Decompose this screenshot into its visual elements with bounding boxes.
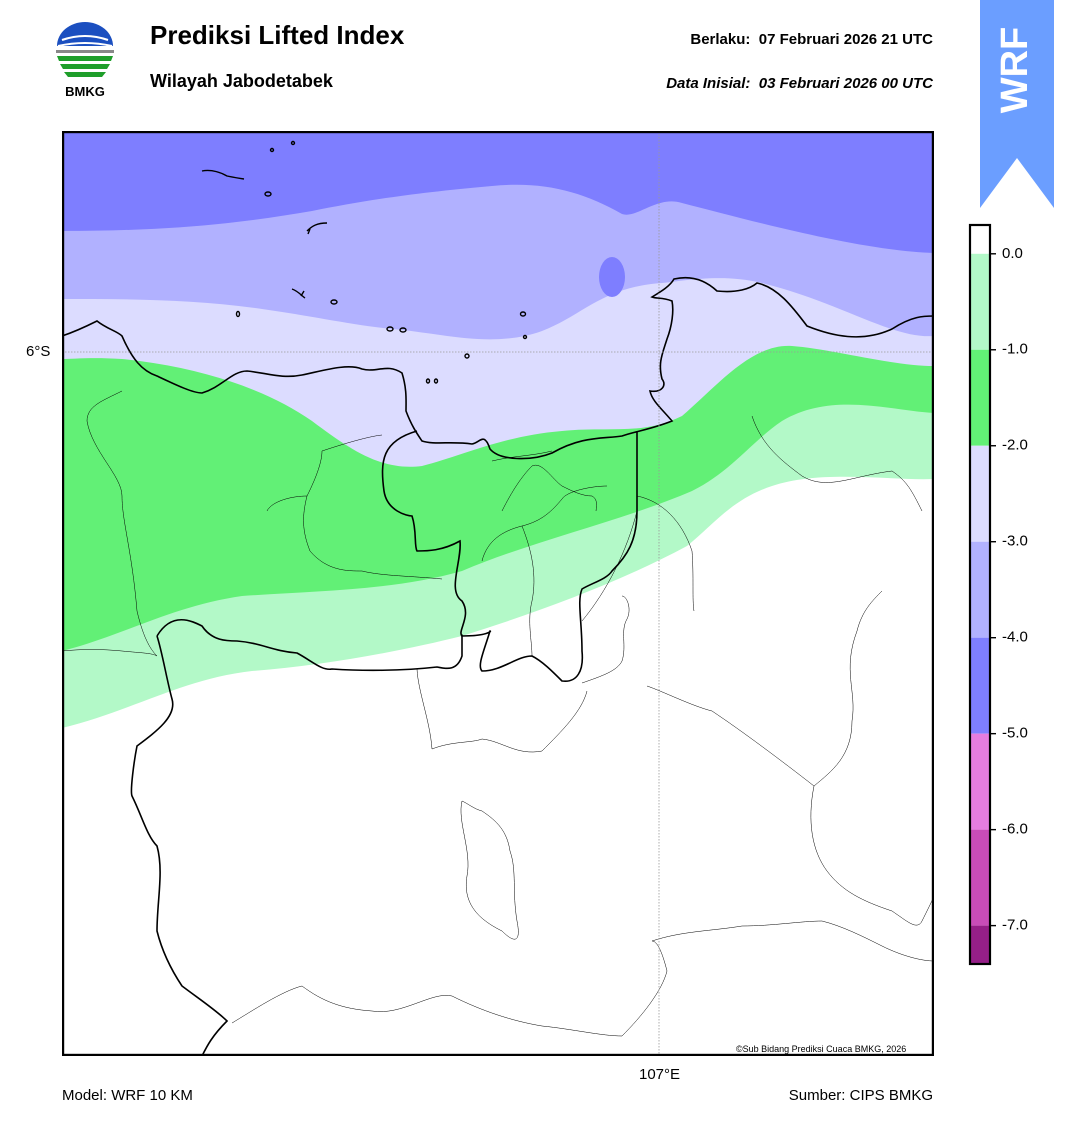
regency-boundary — [636, 495, 695, 612]
colorbar-bin — [970, 829, 990, 926]
colorbar-bin — [970, 445, 990, 542]
regency-boundary — [651, 920, 934, 962]
island — [399, 327, 407, 333]
regency-boundary — [416, 668, 588, 753]
logo-text: BMKG — [65, 84, 105, 99]
regency-boundary — [491, 450, 553, 462]
valid-time-value: 07 Februari 2026 21 UTC — [758, 31, 933, 48]
colorbar-bin — [970, 637, 990, 734]
island — [519, 311, 527, 317]
island — [235, 310, 241, 318]
regency-boundary — [813, 590, 883, 787]
coastline — [62, 276, 934, 460]
regency-boundary — [581, 510, 638, 622]
island — [522, 334, 528, 340]
regency-boundary — [621, 940, 668, 1037]
colorbar-tick-label: 0.0 — [1002, 245, 1023, 262]
valid-time-label: Berlaku: — [690, 31, 751, 48]
model-label: Model: WRF 10 KM — [62, 1087, 193, 1104]
init-time-value: 03 Februari 2026 00 UTC — [758, 75, 933, 92]
regency-boundary — [231, 985, 623, 1037]
island — [425, 378, 431, 384]
province-boundary — [381, 430, 638, 682]
longitude-label: 107°E — [639, 1066, 681, 1083]
source-label: Sumber: CIPS BMKG — [788, 1087, 933, 1104]
wrf-ribbon: WRF — [980, 0, 1054, 208]
colorbar-tick-label: -6.0 — [1002, 821, 1028, 838]
colorbar-tick-label: -7.0 — [1002, 917, 1028, 934]
regency-boundary — [62, 649, 158, 657]
colorbar-legend: 0.0 -1.0 -2.0 -3.0 -4.0 -5.0 -6.0 -7.0 — [960, 222, 1068, 970]
map-title: Prediksi Lifted Index — [150, 20, 405, 50]
island — [290, 140, 296, 146]
map-frame — [61, 130, 935, 1057]
colorbar-bin — [970, 733, 990, 830]
island — [269, 147, 275, 153]
latitude-label: 6°S — [26, 343, 51, 360]
regency-boundary — [751, 415, 923, 512]
colorbar-tick-label: -2.0 — [1002, 437, 1028, 454]
valid-time: Berlaku: 07 Februari 2026 21 UTC — [690, 31, 933, 48]
init-time: Data Inisial: 03 Februari 2026 00 UTC — [666, 75, 933, 92]
island — [464, 353, 470, 359]
island — [330, 299, 338, 305]
init-time-label: Data Inisial: — [666, 75, 751, 92]
regency-boundary — [303, 495, 443, 580]
li-zone-blue — [62, 131, 934, 253]
regency-boundary — [810, 785, 934, 926]
island — [386, 326, 394, 332]
colorbar-tick-label: -5.0 — [1002, 725, 1028, 742]
regency-boundary — [521, 525, 535, 657]
province-boundary — [156, 618, 463, 672]
island — [201, 169, 245, 180]
regency-boundary — [86, 390, 158, 657]
regency-boundary — [460, 800, 519, 940]
regency-boundary — [266, 434, 383, 512]
lifted-index-map — [61, 130, 935, 1057]
bmkg-logo: BMKG — [52, 20, 118, 100]
island — [291, 288, 306, 299]
island — [433, 378, 439, 384]
colorbar-tick-label: -3.0 — [1002, 533, 1028, 550]
island — [306, 222, 328, 235]
wrf-ribbon-text: WRF — [994, 27, 1036, 114]
li-zone-blue-patch — [599, 257, 625, 297]
colorbar-tick-label: -1.0 — [1002, 341, 1028, 358]
colorbar-bin — [970, 349, 990, 446]
map-subtitle: Wilayah Jabodetabek — [150, 71, 333, 91]
colorbar-tick-label: -4.0 — [1002, 629, 1028, 646]
regency-boundary — [646, 685, 815, 787]
colorbar-bin — [970, 253, 990, 350]
map-credit: ©Sub Bidang Prediksi Cuaca BMKG, 2026 — [736, 1044, 907, 1054]
regency-boundary — [501, 464, 597, 512]
regency-boundary — [581, 595, 630, 684]
colorbar-frame — [968, 223, 992, 966]
colorbar-bin — [970, 925, 990, 964]
province-boundary — [130, 635, 229, 1056]
island — [264, 191, 272, 197]
colorbar-bin — [970, 541, 990, 638]
regency-boundary — [481, 485, 608, 562]
